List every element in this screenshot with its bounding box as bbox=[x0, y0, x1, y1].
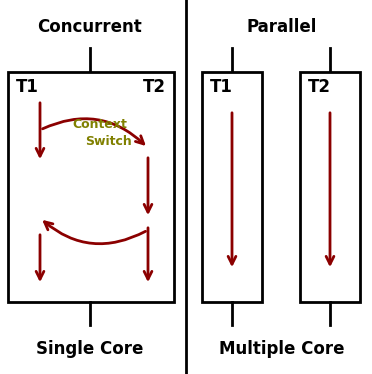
Text: Single Core: Single Core bbox=[36, 340, 144, 358]
Bar bbox=[8, 72, 174, 302]
Text: T1: T1 bbox=[16, 78, 39, 96]
Text: Context: Context bbox=[73, 118, 128, 131]
Text: Parallel: Parallel bbox=[247, 18, 317, 36]
Bar bbox=[202, 72, 262, 302]
Text: Multiple Core: Multiple Core bbox=[219, 340, 345, 358]
Text: T2: T2 bbox=[308, 78, 331, 96]
Text: Switch: Switch bbox=[84, 135, 131, 148]
Text: T2: T2 bbox=[143, 78, 166, 96]
Text: Concurrent: Concurrent bbox=[38, 18, 142, 36]
Bar bbox=[300, 72, 360, 302]
Text: T1: T1 bbox=[210, 78, 233, 96]
